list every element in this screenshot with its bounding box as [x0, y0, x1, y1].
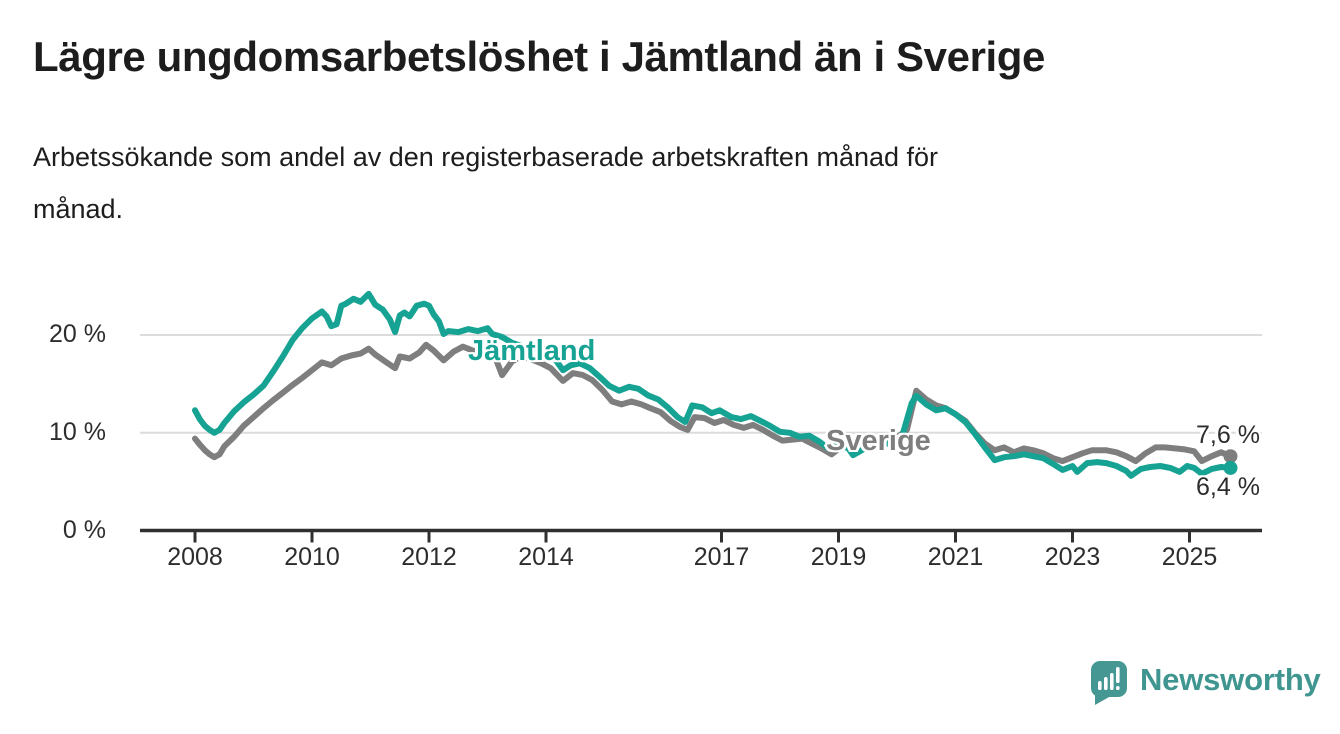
y-tick-label: 20 % — [49, 319, 106, 348]
x-tick-label: 2010 — [284, 543, 340, 571]
x-tick-label: 2017 — [693, 543, 750, 571]
y-axis-labels: 20 % 10 % 0 % — [28, 0, 106, 734]
x-tick-label: 2021 — [927, 543, 984, 571]
page-title: Lägre ungdomsarbetslöshet i Jämtland än … — [33, 33, 1046, 80]
end-value-label-jamtland: 6,4 % — [1196, 473, 1260, 501]
newsworthy-wordmark: Newsworthy — [1140, 662, 1321, 697]
y-tick-label: 0 % — [62, 515, 106, 544]
y-tick-label: 10 % — [49, 417, 106, 446]
x-tick-label: 2012 — [401, 543, 457, 571]
series-label-jamtland: Jämtland — [468, 335, 596, 367]
x-tick-label: 2014 — [518, 543, 574, 571]
chart-subtitle: Arbetssökande som andel av den registerb… — [33, 131, 1313, 235]
end-value-label-sverige: 7,6 % — [1196, 421, 1260, 449]
end-dot-jamtland — [1223, 460, 1238, 475]
x-tick-label: 2025 — [1161, 543, 1218, 571]
subtitle-line-1: Arbetssökande som andel av den registerb… — [33, 142, 939, 172]
end-dot-sverige — [1223, 449, 1238, 464]
line-jamtland — [192, 290, 1234, 479]
line-sverige — [192, 341, 1234, 465]
series-label-sverige: Sverige — [826, 425, 931, 457]
x-tick-label: 2008 — [167, 543, 223, 571]
newsworthy-logo-icon — [1091, 661, 1127, 705]
x-axis-labels: 2008 2010 2012 2014 2017 2019 2021 2023 2025 — [0, 543, 1340, 573]
x-tick-label: 2023 — [1044, 543, 1101, 571]
x-tick-label: 2019 — [810, 543, 867, 571]
subtitle-line-2: månad. — [33, 194, 124, 224]
